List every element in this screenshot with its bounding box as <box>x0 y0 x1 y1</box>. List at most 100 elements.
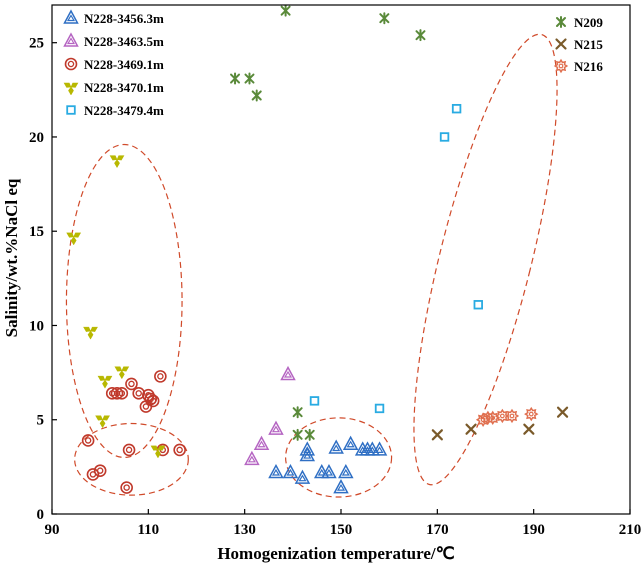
data-point <box>93 464 107 477</box>
data-point <box>150 445 166 459</box>
data-point <box>83 326 98 340</box>
legend-label: N228-3470.1m <box>84 80 164 95</box>
data-point <box>333 479 349 494</box>
legend-label: N228-3463.5m <box>84 34 164 49</box>
data-point <box>132 387 145 400</box>
data-point <box>109 155 125 169</box>
legend-marker <box>63 82 79 96</box>
legend-marker <box>63 9 79 24</box>
data-point <box>251 89 262 102</box>
series-N228-3456.3m <box>268 435 388 494</box>
data-point <box>451 103 462 114</box>
data-point <box>95 415 110 429</box>
data-point <box>244 450 260 466</box>
data-points <box>66 4 569 494</box>
cluster-ellipses <box>65 33 558 498</box>
series-N215 <box>431 406 569 441</box>
y-axis-title: Salinity/wt.%NaCl eq <box>2 178 21 337</box>
series-N209 <box>230 4 426 441</box>
data-point <box>253 435 270 450</box>
data-point <box>473 300 483 310</box>
data-point <box>371 441 388 456</box>
cluster-ellipse-3 <box>285 417 393 498</box>
data-point <box>524 406 539 422</box>
data-point <box>154 370 167 383</box>
legend-marker <box>555 38 567 50</box>
data-point <box>523 423 535 435</box>
data-point <box>81 434 95 447</box>
legend-label: N215 <box>574 37 603 52</box>
legend-marker <box>64 57 78 71</box>
legend-label: N228-3456.3m <box>84 11 164 26</box>
legend-marker <box>556 16 566 28</box>
data-point <box>431 429 443 441</box>
data-point <box>294 469 311 484</box>
data-point <box>173 443 186 457</box>
data-point <box>304 428 315 441</box>
x-tick-label: 90 <box>45 522 60 538</box>
legend-label: N209 <box>574 15 603 30</box>
y-tick-label: 25 <box>29 36 44 52</box>
data-point <box>292 428 303 441</box>
data-point <box>114 366 130 380</box>
data-point <box>120 481 133 494</box>
data-point <box>415 29 426 42</box>
data-point <box>379 12 390 25</box>
data-point <box>338 463 354 479</box>
data-point <box>230 72 241 85</box>
data-point <box>299 446 316 462</box>
series-N228-3469.1m <box>81 370 186 494</box>
x-tick-label: 130 <box>233 522 256 538</box>
y-tick-label: 5 <box>37 413 45 429</box>
y-tick-label: 20 <box>29 130 44 146</box>
legend-label: N228-3479.4m <box>84 103 164 118</box>
data-point <box>244 72 255 85</box>
legend-marker <box>66 105 76 115</box>
data-point <box>556 406 569 418</box>
series-N228-3470.1m <box>66 155 166 459</box>
cluster-ellipse-1 <box>65 143 183 459</box>
data-point <box>342 435 359 450</box>
series-N228-3463.5m <box>244 365 296 466</box>
data-point <box>66 232 82 246</box>
cluster-ellipse-4 <box>413 33 558 486</box>
data-point <box>495 408 510 424</box>
data-point <box>268 420 284 435</box>
y-tick-label: 0 <box>37 507 45 523</box>
data-point <box>485 410 500 426</box>
data-point <box>504 408 520 424</box>
data-point <box>146 394 160 408</box>
data-point <box>465 423 477 435</box>
legend-label: N228-3469.1m <box>84 57 164 72</box>
data-point <box>115 387 129 400</box>
y-tick-label: 15 <box>29 224 44 240</box>
data-point <box>122 443 136 457</box>
legend-marker <box>553 58 569 74</box>
data-point <box>328 439 344 454</box>
x-tick-label: 150 <box>330 522 353 538</box>
data-point <box>309 396 320 406</box>
data-point <box>292 406 303 419</box>
data-point <box>125 377 138 391</box>
legend: N228-3456.3m N228-3463.5m N228-3469.1m N228… <box>63 9 603 118</box>
axes: 90 110 130 150 170 190 210 0 5 10 15 20 25 <box>29 4 642 538</box>
data-point <box>282 463 299 479</box>
legend-label: N216 <box>574 59 603 74</box>
data-point <box>439 132 450 142</box>
series-N228-3479.4m <box>309 103 483 414</box>
cluster-ellipse-2 <box>74 422 189 496</box>
x-axis-title: Homogenization temperature/℃ <box>217 544 454 563</box>
data-point <box>97 375 113 389</box>
x-tick-label: 110 <box>137 522 159 538</box>
y-tick-label: 10 <box>29 318 44 334</box>
x-tick-label: 210 <box>619 522 642 538</box>
data-point <box>280 4 291 17</box>
legend-marker <box>63 32 79 47</box>
data-point <box>268 463 284 479</box>
x-tick-label: 170 <box>426 522 449 538</box>
data-point <box>321 463 337 479</box>
data-point <box>374 403 385 414</box>
series-N216 <box>475 406 539 427</box>
x-tick-label: 190 <box>522 522 545 538</box>
